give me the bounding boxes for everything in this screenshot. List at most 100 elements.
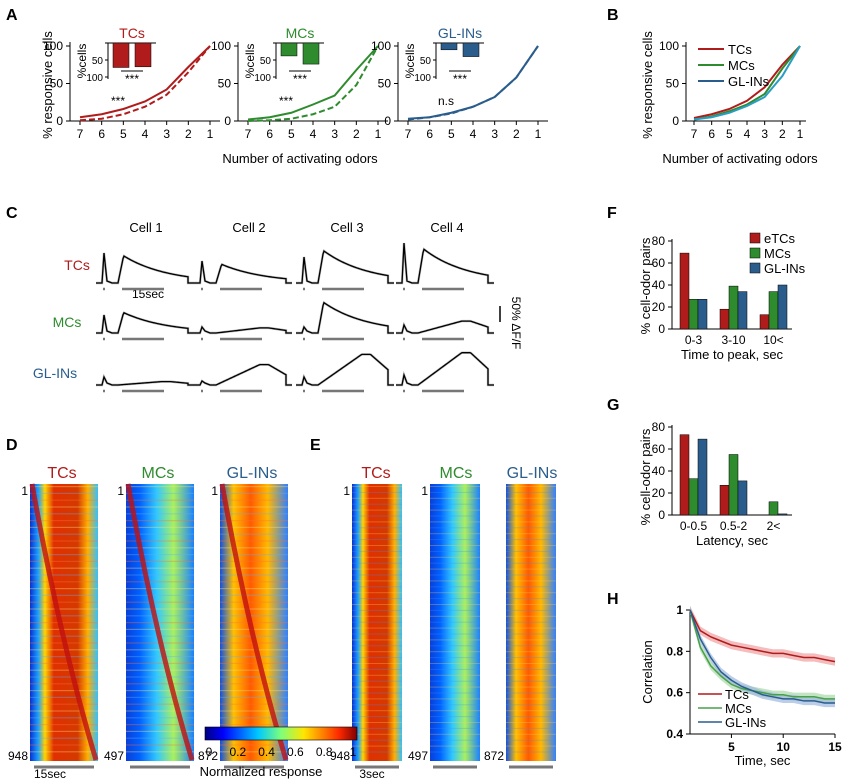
d-title-glins: GL-INs: [227, 465, 278, 482]
b-x-tick-label: 7: [691, 127, 698, 141]
a-inset-tick-label: 100: [86, 73, 103, 84]
d-heatmap-stripe: [220, 669, 288, 671]
e-heatmap-stripe: [506, 527, 556, 529]
e-heatmap-stripe: [352, 633, 402, 635]
g-bar-GL-INs: [777, 513, 788, 516]
d-heatmap-stripe: [126, 499, 194, 501]
e-heatmap-stripe: [506, 657, 556, 659]
e-heatmap-body: [506, 484, 556, 761]
d-heatmap-stripe: [126, 547, 194, 549]
b-series-GL-INs: [693, 45, 801, 121]
d-heatmap-stripe: [220, 662, 288, 664]
a-significance: ***: [111, 94, 125, 108]
a-series-dashed: [407, 45, 539, 121]
d-heatmap-stripe: [30, 547, 98, 549]
d-heatmap-stripe: [220, 520, 288, 522]
e-heatmap-stripe: [352, 674, 402, 676]
e-heatmap-stripe: [352, 722, 402, 723]
d-heatmap-stripe: [30, 717, 98, 719]
d-heatmap-stripe: [126, 710, 194, 712]
f-bar-GL-INs: [737, 291, 748, 330]
panel-e: TCs MCs GL-INs 1 1 948 497 872 3sec: [330, 465, 557, 781]
d-heatmap-stripe: [126, 554, 194, 556]
d-heatmap-stripe: [30, 608, 98, 610]
e-heatmap-stripe: [352, 710, 402, 712]
e-heatmap-stripe: [506, 515, 556, 517]
b-x-tick-label: 5: [726, 127, 733, 141]
e-heatmap-stripe: [506, 556, 556, 558]
d-heatmap-stripe: [30, 533, 98, 535]
e-heatmap-stripe: [506, 509, 556, 511]
e-heatmap-3: [506, 484, 556, 769]
d-heatmap-stripe: [30, 690, 98, 692]
e-heatmap-stripe: [430, 692, 480, 694]
e-heatmap-stripe: [430, 645, 480, 647]
e-heatmap-stripe: [430, 733, 480, 735]
a-x-tick-label: 1: [535, 127, 542, 141]
e-heatmap-stripe: [506, 739, 556, 741]
f-bar-MCs: [688, 299, 699, 330]
e-heatmap-stripe: [430, 745, 480, 747]
d-heatmap-stripe: [220, 751, 288, 753]
e-heatmap-stripe: [506, 568, 556, 570]
a-x-tick-label: 7: [245, 127, 252, 141]
d-heatmap-stripe: [30, 567, 98, 569]
d-heatmap-stripe: [220, 744, 288, 746]
e-heatmap-stripe: [506, 586, 556, 588]
c-trace-line: [96, 311, 194, 334]
e-heatmap-stripe: [430, 663, 480, 664]
e-title-mcs: MCs: [440, 465, 473, 482]
d-heatmap-stripe: [30, 520, 98, 522]
c-cell-3: Cell 3: [330, 220, 363, 235]
d-heatmap-stripe: [30, 703, 98, 705]
f-x-tick-label: 3-10: [721, 333, 745, 347]
e-heatmap-stripe: [430, 503, 480, 505]
d-heatmap-stripe: [126, 717, 194, 719]
a-x-tick-label: 6: [426, 127, 433, 141]
panel-label-d: D: [6, 437, 18, 454]
a-x-tick-label: 1: [375, 127, 382, 141]
e-heatmap-stripe: [430, 698, 480, 700]
d-heatmap-stripe: [220, 499, 288, 501]
h-legend-label: GL-INs: [725, 715, 767, 730]
a-x-tick-label: 6: [98, 127, 105, 141]
d-row-end-1: 948: [8, 749, 28, 763]
e-heatmap-stripe: [506, 704, 556, 706]
d-heatmap-stripe: [30, 724, 98, 726]
b-xlabel: Number of activating odors: [662, 151, 818, 166]
f-legend-swatch: [749, 262, 761, 274]
b-y-tick-label: 0: [672, 114, 679, 128]
d-heatmap-stripe: [126, 567, 194, 569]
d-heatmap-stripe: [30, 560, 98, 562]
e-heatmap-stripe: [352, 562, 402, 564]
f-y-tick-label: 0: [658, 322, 665, 336]
d-heatmap-stripe: [126, 581, 194, 583]
d-heatmap-stripe: [220, 526, 288, 528]
a-series-solid: [247, 45, 379, 121]
d-heatmap-stripe: [220, 724, 288, 726]
c-trace-line: [96, 375, 194, 386]
a-x-tick-label: 2: [513, 127, 520, 141]
e-heatmap-stripe: [506, 727, 556, 729]
c-trace-shadow: [396, 319, 494, 335]
e-heatmap-stripe: [352, 527, 402, 529]
d-heatmap-stripe: [220, 683, 288, 685]
e-title-tcs: TCs: [361, 465, 390, 482]
colorbar-tick-label: 0.2: [229, 745, 246, 759]
d-heatmap-stripe: [126, 724, 194, 726]
h-band-TCs: [690, 605, 835, 666]
e-heatmap-stripe: [506, 592, 556, 594]
a-inset-title: GL-INs: [438, 25, 482, 41]
d-time-scale: 15sec: [34, 767, 66, 781]
c-amp-scale-label: 50% ΔF/F: [509, 297, 523, 350]
e-heatmap-stripe: [506, 497, 556, 499]
d-heatmap-stripe: [30, 499, 98, 501]
a-y-tick-label: 100: [211, 39, 231, 53]
d-heatmap-stripe: [126, 669, 194, 671]
e-heatmap-stripe: [430, 633, 480, 635]
e-heatmap-stripe: [506, 633, 556, 635]
a-y-tick-label: 50: [50, 77, 64, 91]
f-bar-eTCs: [679, 252, 690, 330]
d-heatmap-stripe: [30, 696, 98, 698]
